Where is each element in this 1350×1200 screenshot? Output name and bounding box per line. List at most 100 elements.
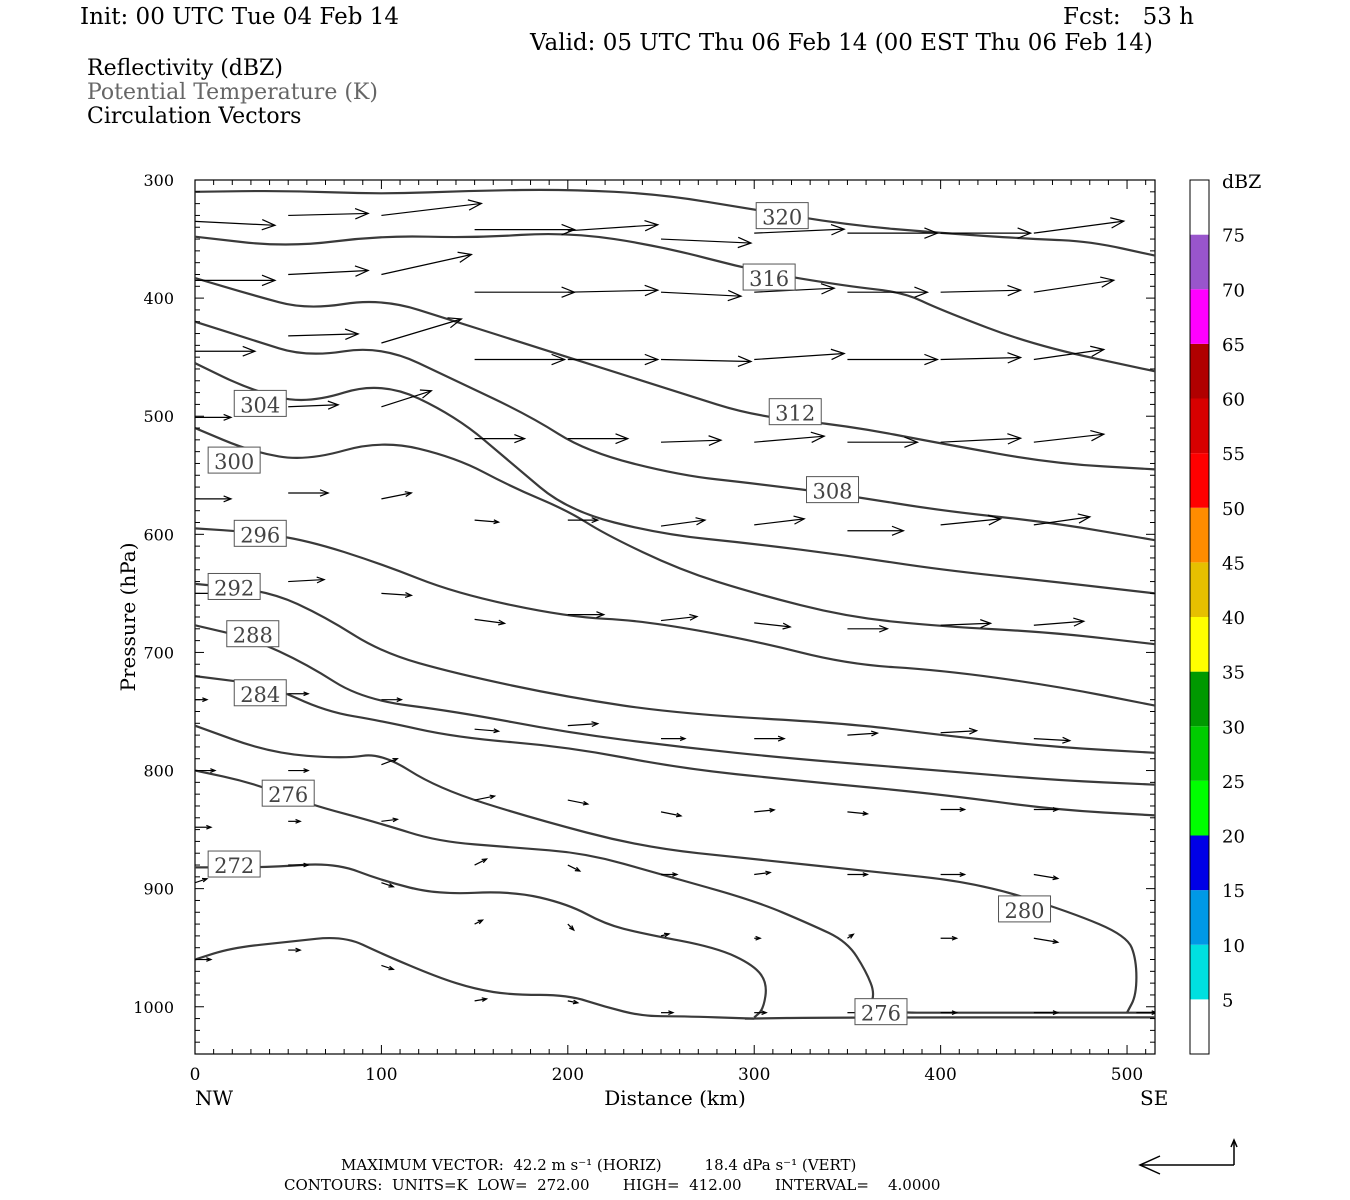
circulation-vector [195,345,257,357]
circulation-vector [940,871,967,877]
contour-label-312: 312 [768,398,822,426]
circulation-vector [754,224,846,236]
colorbar-label: 20 [1222,827,1245,848]
theta-contours [195,188,1155,1020]
svg-text:308: 308 [812,480,852,504]
circulation-vector [381,964,395,971]
circulation-vector [1033,345,1106,361]
svg-text:304: 304 [240,393,280,417]
colorbar-segment [1190,944,1209,1000]
colorbar-label: 75 [1222,226,1245,247]
circulation-vector [381,757,399,766]
circulation-vector [567,219,660,232]
svg-text:312: 312 [775,402,815,426]
svg-text:272: 272 [214,854,254,878]
y-tick-label: 800 [143,762,174,781]
colorbar-label: 15 [1222,881,1245,902]
colorbar-segment [1190,890,1209,945]
circulation-vector [288,400,340,410]
contour-label-300: 300 [207,446,261,474]
colorbar-segment [1190,780,1209,836]
y-axis-title: Pressure (hPa) [116,543,140,692]
contour-label-292: 292 [207,572,261,600]
valid-time: Valid: 05 UTC Thu 06 Feb 14 (00 EST Thu … [530,30,1153,56]
svg-text:284: 284 [240,683,280,707]
se-label: SE [1140,1086,1168,1110]
circulation-vector [847,933,855,939]
theta-contour-284 [195,675,1155,817]
circulation-vector [1033,736,1072,744]
circulation-vector [1033,873,1060,881]
circulation-vector [660,517,707,527]
circulation-vector [847,353,940,366]
circulation-vector [288,576,326,584]
reference-vector-icon [1138,1138,1238,1175]
circulation-vectors [195,199,1155,1016]
field-circulation-vectors: Circulation Vectors [87,104,302,129]
circulation-vector [1033,617,1086,627]
svg-text:276: 276 [268,783,308,807]
init-time: Init: 00 UTC Tue 04 Feb 14 [80,4,400,30]
colorbar-label: 10 [1222,936,1245,957]
colorbar-label: 30 [1222,717,1245,738]
contour-label-276: 276 [261,779,315,807]
svg-text:288: 288 [233,624,273,648]
circulation-vector [474,919,485,925]
circulation-vector [754,622,792,630]
colorbar-label: 65 [1222,335,1245,356]
circulation-vector [660,932,671,938]
theta-contour-280 [195,724,1138,1014]
x-tick-label: 200 [552,1065,584,1085]
circulation-vector [1033,217,1126,234]
colorbar-segment [1190,562,1209,617]
colorbar-label: 35 [1222,663,1245,684]
circulation-vector [660,613,699,622]
circulation-vector [661,1010,675,1016]
x-tick-label: 400 [924,1065,956,1085]
colorbar-segment [1190,180,1209,235]
contour-label-284: 284 [233,679,287,707]
circulation-vector [754,348,846,361]
forecast-hour: Fcst: 53 h [1063,4,1194,30]
circulation-vector [847,227,940,239]
circulation-vector [1033,807,1060,813]
circulation-vector [661,872,679,877]
circulation-vector [847,286,930,298]
circulation-vector [288,208,370,220]
circulation-vector [847,525,906,536]
circulation-vector [567,999,580,1005]
y-tick-label: 700 [143,643,174,662]
contour-label-308: 308 [806,476,860,504]
field-reflectivity: Reflectivity (dBZ) [87,56,283,81]
circulation-vector [474,519,501,525]
y-tick-label: 900 [143,880,174,899]
colorbar-segment [1190,835,1209,891]
colorbar-segment [1190,289,1209,344]
circulation-vector [288,862,310,868]
circulation-vector [754,431,826,443]
circulation-vector [381,491,414,500]
circulation-vector [195,274,277,287]
circulation-vector [474,858,489,866]
circulation-vector [1033,937,1060,944]
circulation-vector [754,1010,768,1016]
circulation-vector [940,352,1023,364]
circulation-vector [940,514,1003,526]
circulation-vector [660,811,683,818]
colorbar-label: 25 [1222,772,1245,793]
circulation-vector [940,284,1023,297]
circulation-vector [474,728,501,734]
contour-label-320: 320 [755,202,809,230]
colorbar-label: 5 [1222,990,1233,1011]
colorbar-segment [1190,343,1209,399]
colorbar-segment [1190,234,1209,290]
colorbar-segment [1190,671,1209,727]
circulation-vector [661,355,753,367]
theta-contour-268 [195,936,755,1020]
svg-text:280: 280 [1004,899,1044,923]
nw-label: NW [195,1086,234,1110]
colorbar-segment [1190,453,1209,508]
circulation-vector [940,619,993,629]
circulation-vector [1033,513,1092,526]
circulation-vector [288,489,330,497]
